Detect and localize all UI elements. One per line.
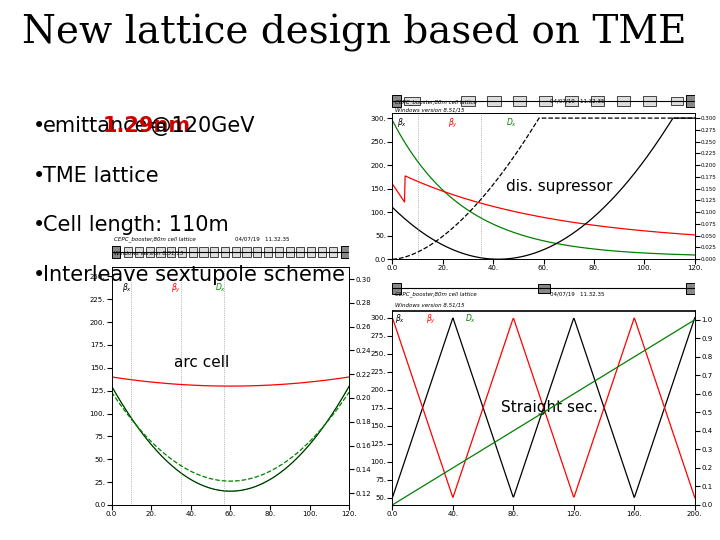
Text: •: • — [32, 166, 45, 186]
Bar — [670, 97, 683, 105]
Bar — [156, 247, 165, 257]
Bar — [167, 247, 175, 257]
Bar — [565, 96, 578, 106]
Text: emittance=: emittance= — [43, 116, 166, 136]
Text: TME lattice: TME lattice — [43, 166, 159, 186]
Text: $\beta_x$: $\beta_x$ — [395, 312, 405, 325]
Text: 1.29nm: 1.29nm — [102, 116, 190, 136]
Bar — [487, 96, 500, 106]
Text: dis. supressor: dis. supressor — [505, 179, 612, 194]
Text: Interleave sextupole scheme: Interleave sextupole scheme — [43, 265, 345, 285]
Bar — [135, 247, 143, 257]
Text: $\beta_x$: $\beta_x$ — [122, 281, 132, 294]
Bar — [264, 247, 272, 257]
Bar — [617, 96, 630, 106]
Bar — [145, 247, 154, 257]
Text: 04/07/19   11.32.35: 04/07/19 11.32.35 — [235, 237, 289, 241]
Bar — [210, 247, 218, 257]
Bar — [318, 247, 326, 257]
Bar — [286, 247, 294, 257]
Bar — [221, 247, 229, 257]
Bar — [124, 247, 132, 257]
Bar — [178, 247, 186, 257]
Bar — [307, 247, 315, 257]
Bar — [243, 247, 251, 257]
Text: $\beta_y$: $\beta_y$ — [171, 281, 181, 295]
Bar — [112, 246, 120, 259]
Text: •: • — [32, 215, 45, 235]
Bar — [296, 247, 305, 257]
Text: $\beta_y$: $\beta_y$ — [426, 313, 436, 326]
Text: CEPC_booster,80m cell lattice: CEPC_booster,80m cell lattice — [395, 291, 477, 297]
Text: •: • — [32, 265, 45, 285]
Text: $D_x$: $D_x$ — [215, 281, 225, 294]
Bar — [199, 247, 207, 257]
Text: 04/07/19   11.32.35: 04/07/19 11.32.35 — [549, 291, 604, 296]
Text: CEPC_booster,80m cell lattice: CEPC_booster,80m cell lattice — [114, 237, 196, 242]
Text: $\beta_x$: $\beta_x$ — [397, 116, 408, 129]
Text: Straight sec.: Straight sec. — [501, 400, 598, 415]
Text: Windows version 8.51/15: Windows version 8.51/15 — [114, 251, 184, 255]
Text: Cell length: 110m: Cell length: 110m — [43, 215, 229, 235]
Text: arc cell: arc cell — [174, 355, 230, 370]
Bar — [328, 247, 337, 257]
Bar — [405, 97, 420, 105]
Bar — [643, 96, 656, 106]
Text: @120GeV: @120GeV — [144, 116, 254, 136]
Text: Windows version 8.51/15: Windows version 8.51/15 — [395, 303, 465, 308]
Bar — [462, 96, 474, 106]
Bar — [591, 96, 604, 106]
Bar — [538, 285, 549, 293]
Bar — [685, 95, 695, 107]
Bar — [392, 95, 402, 107]
Text: CEPC_booster,80m cell lattice: CEPC_booster,80m cell lattice — [395, 99, 477, 105]
Bar — [232, 247, 240, 257]
Text: Windows version 8.51/15: Windows version 8.51/15 — [395, 107, 465, 112]
Bar — [341, 246, 349, 259]
Bar — [539, 96, 552, 106]
Bar — [253, 247, 261, 257]
Text: New lattice design based on TME: New lattice design based on TME — [22, 14, 686, 51]
Text: 04/07/19   11.32.35: 04/07/19 11.32.35 — [549, 99, 604, 104]
Bar — [513, 96, 526, 106]
Bar — [685, 283, 695, 294]
Bar — [392, 283, 402, 294]
Text: $\beta_y$: $\beta_y$ — [448, 117, 458, 130]
Text: $D_x$: $D_x$ — [465, 312, 476, 325]
Bar — [275, 247, 283, 257]
Text: $D_x$: $D_x$ — [506, 116, 517, 129]
Text: •: • — [32, 116, 45, 136]
Bar — [189, 247, 197, 257]
